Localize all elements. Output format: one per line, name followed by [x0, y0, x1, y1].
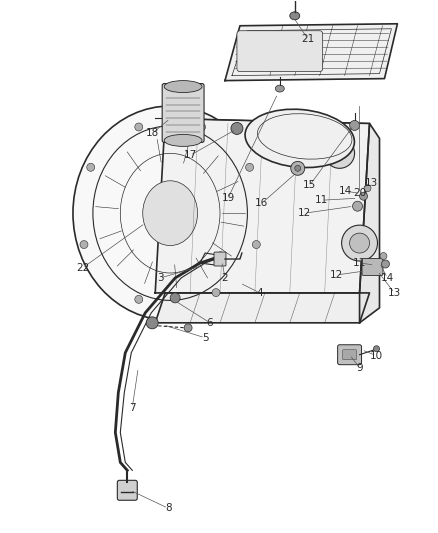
Circle shape — [135, 123, 143, 131]
Circle shape — [381, 260, 389, 268]
Text: 16: 16 — [255, 198, 268, 208]
Text: 15: 15 — [303, 180, 316, 190]
Polygon shape — [360, 124, 379, 323]
FancyBboxPatch shape — [237, 31, 323, 71]
Text: 17: 17 — [184, 150, 197, 160]
FancyBboxPatch shape — [343, 350, 357, 360]
Text: 12: 12 — [298, 208, 311, 218]
Circle shape — [170, 293, 180, 303]
Text: 8: 8 — [165, 503, 171, 513]
Text: 13: 13 — [388, 288, 401, 298]
Text: 14: 14 — [381, 273, 394, 283]
Text: 6: 6 — [207, 318, 213, 328]
Circle shape — [364, 185, 371, 192]
Text: 5: 5 — [202, 333, 208, 343]
Text: 9: 9 — [356, 362, 363, 373]
Text: 22: 22 — [76, 263, 89, 273]
Polygon shape — [225, 24, 397, 80]
Circle shape — [380, 253, 387, 260]
Ellipse shape — [164, 80, 202, 93]
Circle shape — [342, 225, 378, 261]
Text: 18: 18 — [145, 128, 159, 139]
Ellipse shape — [276, 85, 284, 92]
Text: 14: 14 — [339, 186, 352, 196]
FancyBboxPatch shape — [362, 259, 383, 276]
Circle shape — [135, 295, 143, 303]
Ellipse shape — [73, 106, 267, 320]
Circle shape — [350, 233, 370, 253]
Circle shape — [146, 317, 158, 329]
Circle shape — [360, 192, 367, 200]
Circle shape — [353, 201, 363, 211]
FancyBboxPatch shape — [162, 84, 204, 142]
Circle shape — [252, 240, 260, 248]
Circle shape — [350, 120, 360, 131]
Polygon shape — [155, 293, 370, 323]
Text: 12: 12 — [330, 270, 343, 280]
FancyBboxPatch shape — [214, 252, 226, 266]
Ellipse shape — [290, 12, 300, 20]
Circle shape — [212, 288, 220, 296]
Text: 19: 19 — [221, 193, 235, 203]
Ellipse shape — [164, 134, 202, 147]
Circle shape — [184, 324, 192, 332]
Text: 21: 21 — [301, 34, 314, 44]
Ellipse shape — [245, 109, 354, 167]
Circle shape — [295, 165, 301, 171]
Circle shape — [291, 161, 305, 175]
Circle shape — [325, 139, 355, 168]
Circle shape — [374, 346, 379, 352]
Text: 11: 11 — [353, 258, 366, 268]
Text: 20: 20 — [353, 188, 366, 198]
Text: 2: 2 — [222, 273, 228, 283]
Circle shape — [87, 163, 95, 171]
Text: 3: 3 — [157, 273, 163, 283]
Text: 10: 10 — [370, 351, 383, 361]
FancyBboxPatch shape — [117, 480, 137, 500]
Circle shape — [246, 163, 254, 171]
Circle shape — [198, 123, 205, 131]
Ellipse shape — [143, 181, 198, 246]
Text: 4: 4 — [257, 288, 263, 298]
Text: 7: 7 — [129, 402, 136, 413]
Text: 13: 13 — [365, 178, 378, 188]
Polygon shape — [155, 118, 370, 293]
Circle shape — [80, 240, 88, 248]
Circle shape — [231, 123, 243, 134]
Text: 11: 11 — [315, 195, 328, 205]
FancyBboxPatch shape — [338, 345, 361, 365]
